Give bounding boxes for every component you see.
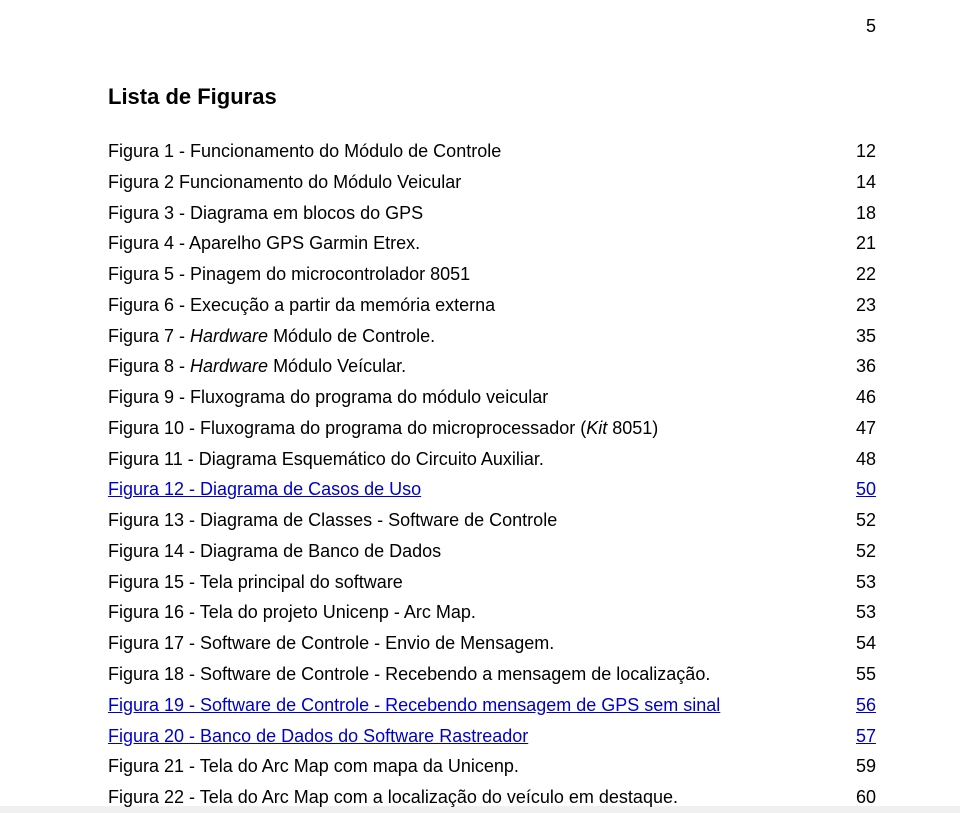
toc-entry-label: Figura 19 - Software de Controle - Receb… (108, 690, 720, 721)
document-page: 5 Lista de Figuras Figura 1 - Funcioname… (0, 0, 960, 806)
toc-entry-label: Figura 13 - Diagrama de Classes - Softwa… (108, 505, 557, 536)
toc-entry-label: Figura 21 - Tela do Arc Map com mapa da … (108, 751, 519, 782)
toc-entry-page: 55 (854, 659, 876, 690)
toc-entry-page: 48 (854, 444, 876, 475)
toc-entry: Figura 13 - Diagrama de Classes - Softwa… (108, 505, 876, 536)
toc-entry-page: 21 (854, 228, 876, 259)
toc-entry: Figura 11 - Diagrama Esquemático do Circ… (108, 444, 876, 475)
toc-entry-page: 46 (854, 382, 876, 413)
toc-entry-page: 14 (854, 167, 876, 198)
toc-entry-page: 36 (854, 351, 876, 382)
toc-entry-page: 52 (854, 536, 876, 567)
toc-entry-label: Figura 10 - Fluxograma do programa do mi… (108, 413, 658, 444)
toc-entry: Figura 22 - Tela do Arc Map com a locali… (108, 782, 876, 813)
toc-entry-label: Figura 5 - Pinagem do microcontrolador 8… (108, 259, 470, 290)
toc-entry: Figura 4 - Aparelho GPS Garmin Etrex. 21 (108, 228, 876, 259)
toc-entry-label: Figura 2 Funcionamento do Módulo Veicula… (108, 167, 461, 198)
toc-entry-label: Figura 3 - Diagrama em blocos do GPS (108, 198, 423, 229)
toc-entry[interactable]: Figura 19 - Software de Controle - Receb… (108, 690, 876, 721)
toc-entry-label: Figura 16 - Tela do projeto Unicenp - Ar… (108, 597, 476, 628)
page-number: 5 (866, 16, 876, 37)
toc-entry: Figura 7 - Hardware Módulo de Controle. 3… (108, 321, 876, 352)
toc-entry-label: Figura 22 - Tela do Arc Map com a locali… (108, 782, 678, 813)
toc-entry-label: Figura 18 - Software de Controle - Receb… (108, 659, 710, 690)
list-of-figures-title: Lista de Figuras (108, 84, 876, 110)
toc-entry-page: 53 (854, 597, 876, 628)
toc-entry-page: 59 (854, 751, 876, 782)
toc-entry: Figura 16 - Tela do projeto Unicenp - Ar… (108, 597, 876, 628)
toc-entry-page: 57 (854, 721, 876, 752)
toc-entry-label: Figura 6 - Execução a partir da memória … (108, 290, 495, 321)
toc-entry[interactable]: Figura 20 - Banco de Dados do Software R… (108, 721, 876, 752)
toc-entry-label: Figura 15 - Tela principal do software (108, 567, 403, 598)
toc-entry-page: 56 (854, 690, 876, 721)
table-of-contents: Figura 1 - Funcionamento do Módulo de Co… (108, 136, 876, 813)
toc-entry: Figura 1 - Funcionamento do Módulo de Co… (108, 136, 876, 167)
toc-entry: Figura 17 - Software de Controle - Envio… (108, 628, 876, 659)
toc-entry-page: 18 (854, 198, 876, 229)
toc-entry: Figura 9 - Fluxograma do programa do mód… (108, 382, 876, 413)
toc-entry-page: 60 (854, 782, 876, 813)
toc-entry: Figura 21 - Tela do Arc Map com mapa da … (108, 751, 876, 782)
toc-entry-page: 52 (854, 505, 876, 536)
toc-entry-page: 50 (854, 474, 876, 505)
toc-entry-page: 35 (854, 321, 876, 352)
toc-entry: Figura 5 - Pinagem do microcontrolador 8… (108, 259, 876, 290)
toc-entry[interactable]: Figura 12 - Diagrama de Casos de Uso 50 (108, 474, 876, 505)
toc-entry-label: Figura 20 - Banco de Dados do Software R… (108, 721, 528, 752)
toc-entry-page: 12 (854, 136, 876, 167)
toc-entry: Figura 3 - Diagrama em blocos do GPS 18 (108, 198, 876, 229)
toc-entry-label: Figura 8 - Hardware Módulo Veícular. (108, 351, 406, 382)
toc-entry-label: Figura 11 - Diagrama Esquemático do Circ… (108, 444, 544, 475)
toc-entry-label: Figura 17 - Software de Controle - Envio… (108, 628, 554, 659)
toc-entry: Figura 15 - Tela principal do software 53 (108, 567, 876, 598)
toc-entry-page: 23 (854, 290, 876, 321)
toc-entry-page: 22 (854, 259, 876, 290)
toc-entry-label: Figura 14 - Diagrama de Banco de Dados (108, 536, 441, 567)
toc-entry: Figura 6 - Execução a partir da memória … (108, 290, 876, 321)
toc-entry: Figura 10 - Fluxograma do programa do mi… (108, 413, 876, 444)
toc-entry-label: Figura 7 - Hardware Módulo de Controle. (108, 321, 435, 352)
toc-entry-label: Figura 4 - Aparelho GPS Garmin Etrex. (108, 228, 420, 259)
toc-entry-label: Figura 1 - Funcionamento do Módulo de Co… (108, 136, 501, 167)
toc-entry: Figura 14 - Diagrama de Banco de Dados 52 (108, 536, 876, 567)
toc-entry-page: 54 (854, 628, 876, 659)
toc-entry: Figura 8 - Hardware Módulo Veícular. 36 (108, 351, 876, 382)
toc-entry: Figura 18 - Software de Controle - Receb… (108, 659, 876, 690)
toc-entry-page: 53 (854, 567, 876, 598)
toc-entry-label: Figura 9 - Fluxograma do programa do mód… (108, 382, 548, 413)
toc-entry-label: Figura 12 - Diagrama de Casos de Uso (108, 474, 421, 505)
toc-entry-page: 47 (854, 413, 876, 444)
toc-entry: Figura 2 Funcionamento do Módulo Veicula… (108, 167, 876, 198)
